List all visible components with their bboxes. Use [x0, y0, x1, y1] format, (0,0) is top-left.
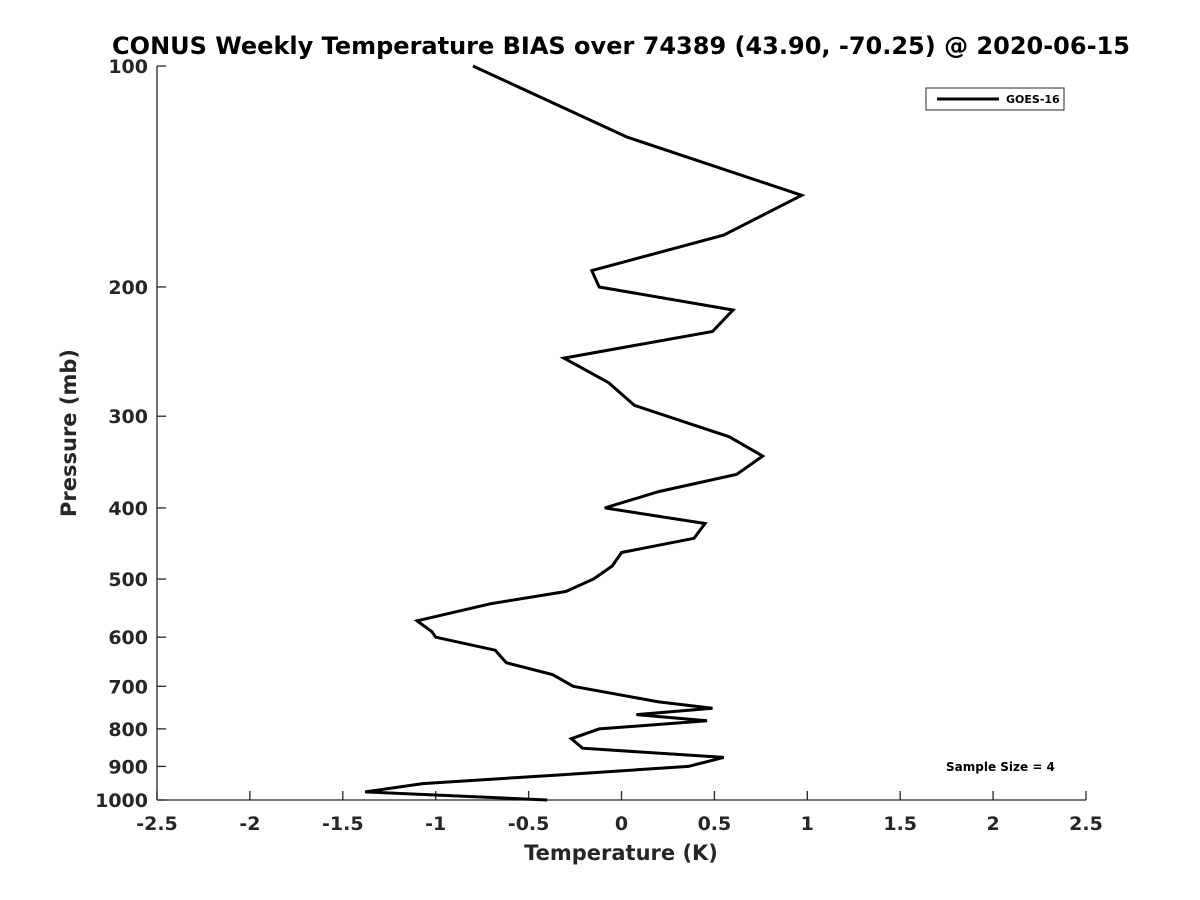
y-tick-label: 100 [108, 56, 148, 78]
y-tick-label: 800 [108, 719, 148, 741]
y-tick-label: 300 [108, 406, 148, 428]
x-ticks: -2.5 -2 -1.5 -1 -0.5 0 0.5 1 1.5 2 2.5 [136, 791, 1103, 835]
y-ticks: 100 200 300 400 500 600 700 800 900 1000 [95, 56, 166, 812]
x-tick-label: 0 [615, 813, 628, 835]
x-axis-label: Temperature (K) [524, 841, 718, 865]
x-tick-label: 0.5 [698, 813, 732, 835]
y-tick-label: 900 [108, 756, 148, 778]
legend: GOES-16 [925, 87, 1065, 111]
y-tick-label: 700 [108, 676, 148, 698]
y-tick-label: 200 [108, 277, 148, 299]
y-tick-label: 400 [108, 498, 148, 520]
x-tick-label: 2 [986, 813, 999, 835]
x-tick-label: -1.5 [322, 813, 364, 835]
series-layer [364, 64, 806, 802]
y-tick-label: 1000 [95, 790, 148, 812]
x-tick-label: -2.5 [136, 813, 178, 835]
legend-label-goes-16: GOES-16 [1006, 93, 1060, 106]
sample-size-annotation: Sample Size = 4 [946, 760, 1055, 774]
x-tick-label: -1 [425, 813, 446, 835]
x-tick-label: -0.5 [508, 813, 550, 835]
x-tick-label: 1.5 [883, 813, 917, 835]
axes [156, 66, 1086, 801]
y-tick-label: 500 [108, 569, 148, 591]
y-axis-label: Pressure (mb) [57, 349, 81, 517]
series-line-goes-16 [364, 64, 806, 802]
chart-title: CONUS Weekly Temperature BIAS over 74389… [112, 32, 1130, 60]
x-tick-label: 1 [801, 813, 814, 835]
x-tick-label: -2 [239, 813, 260, 835]
y-tick-label: 600 [108, 627, 148, 649]
x-tick-label: 2.5 [1069, 813, 1103, 835]
